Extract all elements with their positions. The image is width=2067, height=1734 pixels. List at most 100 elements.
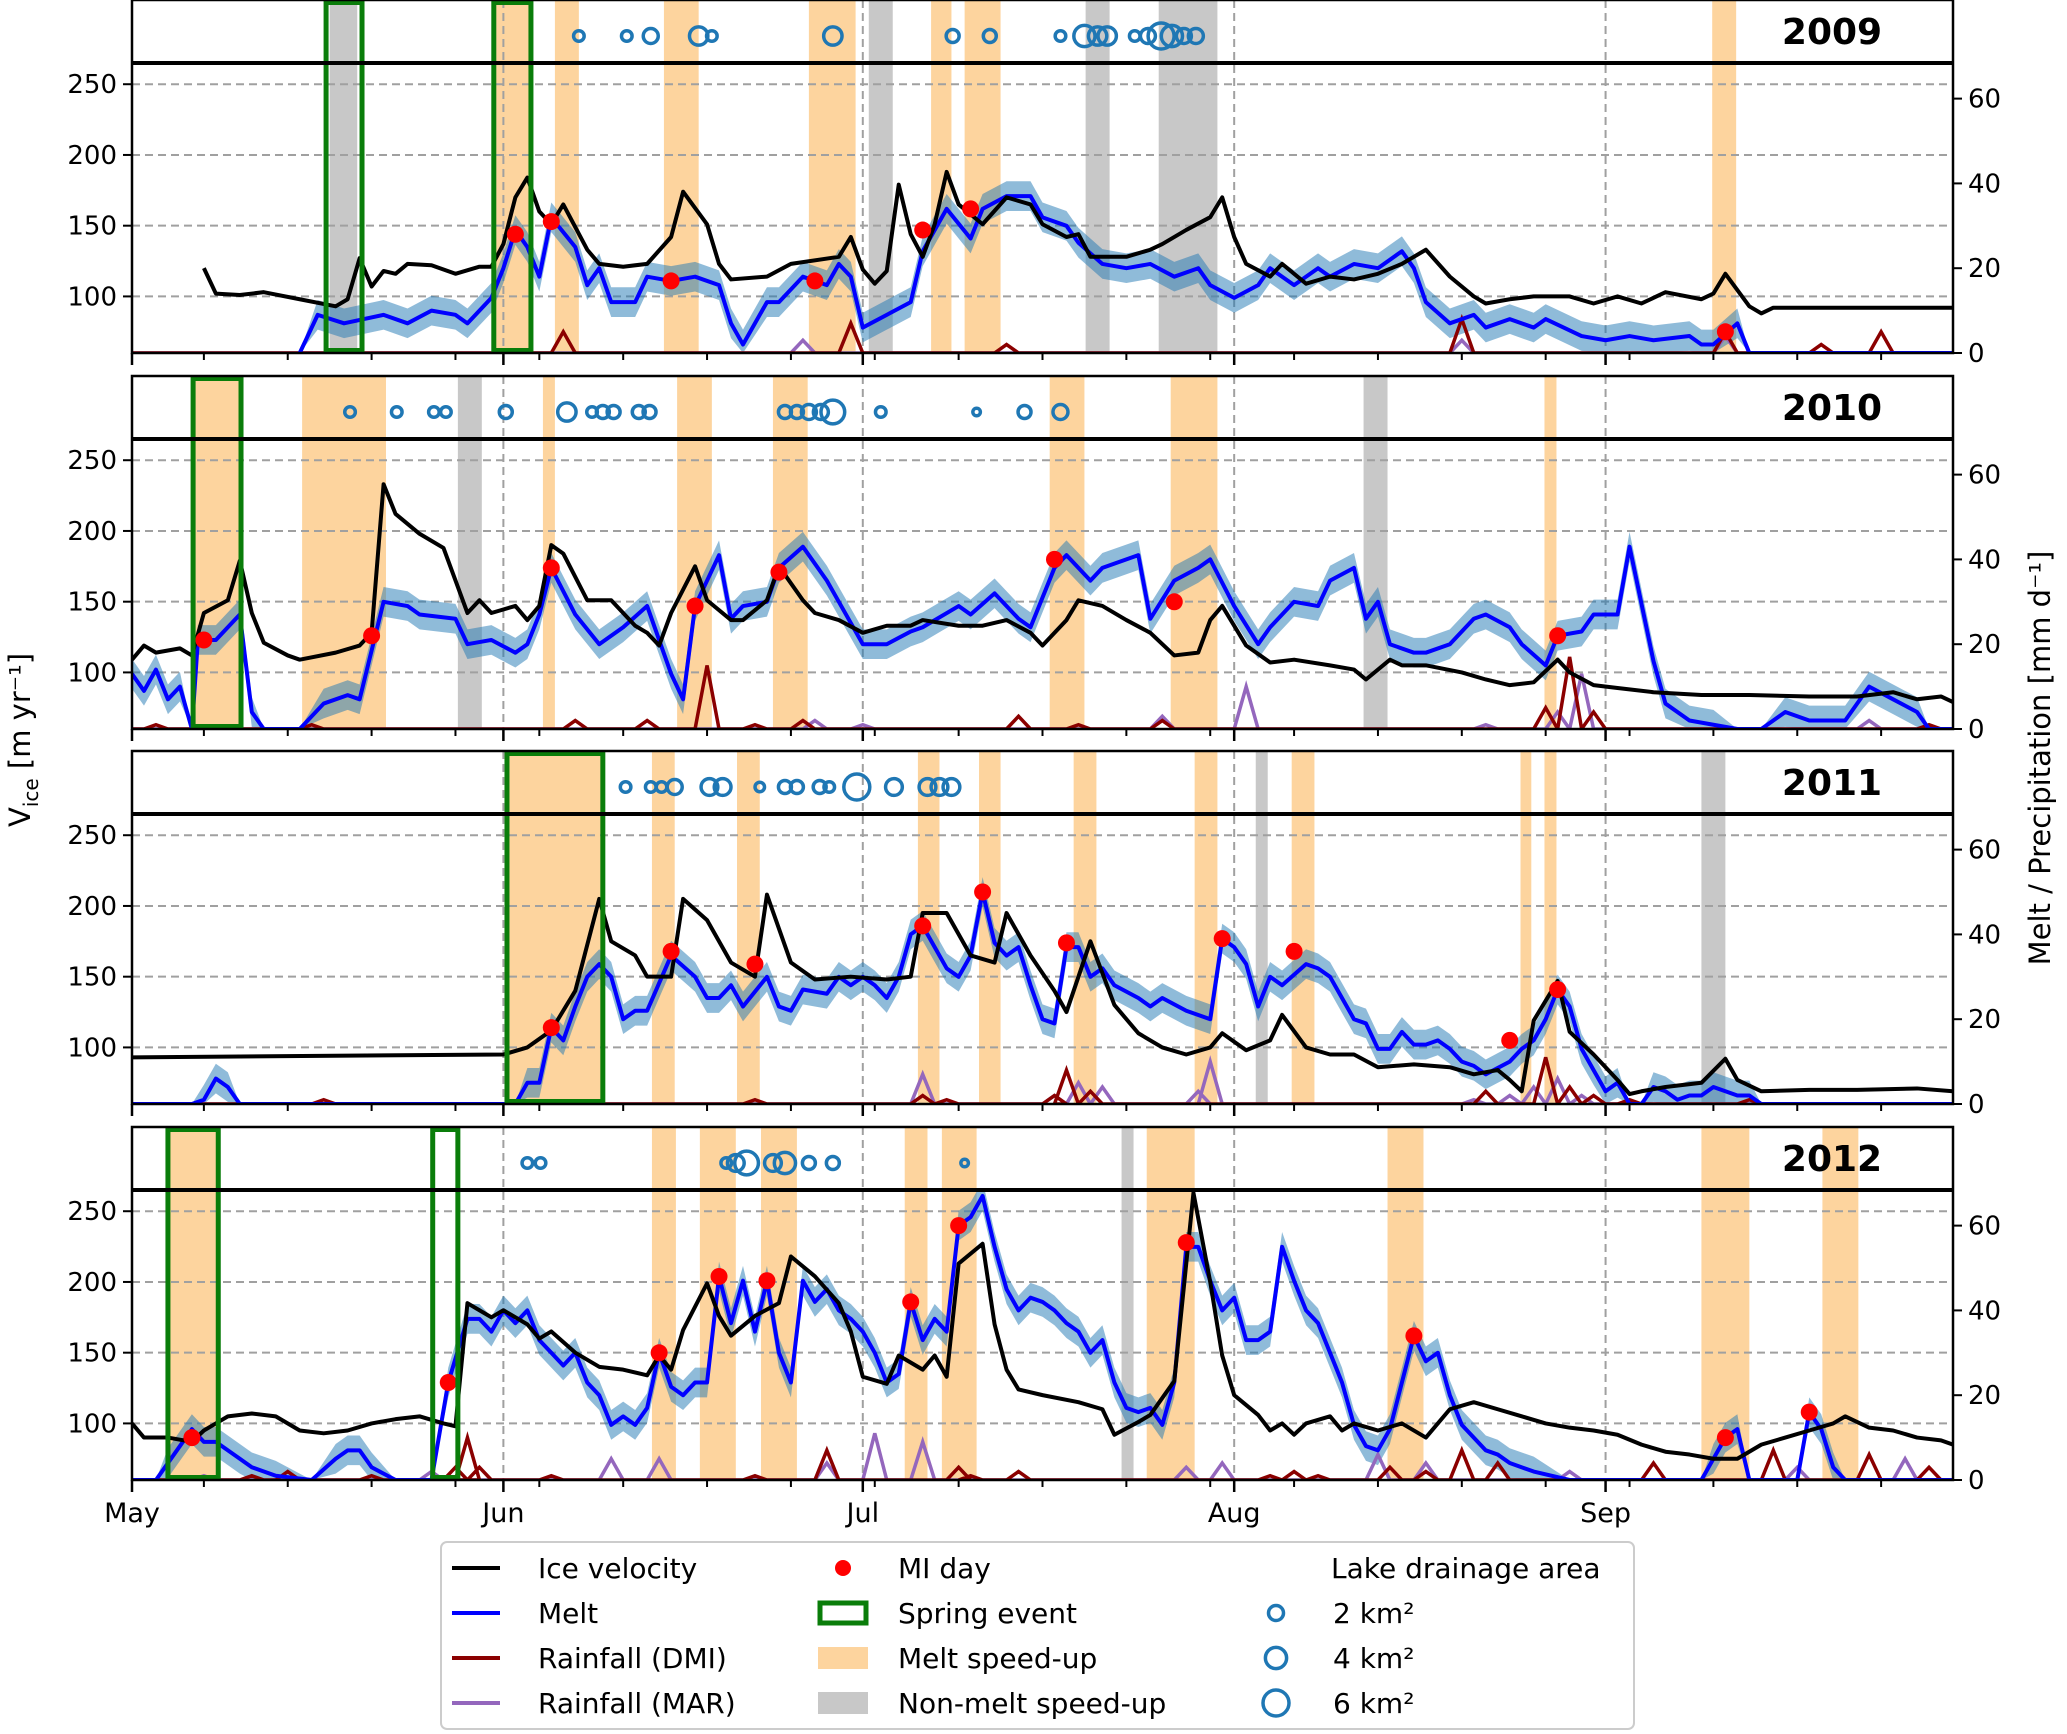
month-label-may: May (104, 1498, 160, 1529)
legend-spring-event: Spring event (898, 1597, 1077, 1630)
lake-drainage-marker (811, 778, 828, 796)
lake-drainage-marker (883, 776, 905, 798)
panels: 2009100150200250020406020101001502002500… (67, 0, 2001, 1496)
mi-day-point (1549, 981, 1567, 999)
mi-day-point (1285, 942, 1303, 960)
mi-day-point (1045, 550, 1063, 568)
left-tick-label: 200 (67, 141, 117, 171)
melt-line (132, 1193, 1953, 1480)
mi-day-point (650, 1344, 668, 1362)
legend-frame (440, 1541, 1635, 1730)
melt-speedup-band (1701, 1127, 1750, 1480)
legend-ice-velocity: Ice velocity (538, 1552, 697, 1585)
lake-drainage-marker (520, 1155, 535, 1171)
panel-frame (130, 374, 1955, 731)
lake-drainage-marker (555, 401, 578, 423)
nonmelt-speedup-band (1158, 0, 1218, 353)
right-tick-label: 0 (1968, 715, 1985, 745)
year-label: 2009 (1782, 12, 1882, 53)
spring-event-box (165, 1127, 221, 1480)
lake-drainage-marker (641, 26, 660, 46)
left-tick-label: 150 (67, 212, 117, 242)
rainfall-dmi-line (132, 656, 1953, 729)
nonmelt-speedup-band (1085, 0, 1110, 353)
lake-drainage-marker (594, 403, 612, 421)
ice-velocity-line (132, 482, 1953, 704)
month-label-sep: Sep (1580, 1498, 1631, 1529)
lake-drainage-marker (788, 778, 806, 796)
melt-speedup-band (493, 0, 531, 353)
left-tick-label: 100 (67, 658, 117, 688)
lake-drainage-marker (712, 776, 733, 798)
lake-drainage-marker (772, 1150, 798, 1176)
melt-speedup-band (1544, 751, 1557, 1104)
lake-drainage-marker (941, 776, 962, 798)
lake-drainage-marker (1138, 26, 1158, 46)
mi-day-point (962, 200, 980, 218)
legend-lake-4km: 4 km² (1333, 1642, 1414, 1675)
melt-uncertainty-band (132, 531, 1953, 729)
nonmelt-speedup-band (1255, 751, 1268, 1104)
left-tick-label: 150 (67, 963, 117, 993)
mi-day-point (195, 631, 213, 649)
mi-day-point (914, 917, 932, 935)
spring-event-box (504, 751, 606, 1104)
year-label: 2011 (1782, 763, 1882, 804)
lake-drainage-marker (342, 404, 358, 420)
mi-day-point (1057, 934, 1075, 952)
lake-drainage-marker (497, 403, 515, 421)
melt-line (132, 544, 1953, 729)
lake-drainage-marker (917, 776, 938, 798)
mi-day-point (806, 272, 824, 290)
mi-day-point (662, 942, 680, 960)
legend-lake-2km: 2 km² (1333, 1597, 1414, 1630)
lake-drainage-marker (605, 403, 622, 421)
mi-day-point (758, 1272, 776, 1290)
lake-drainage-marker (630, 403, 648, 421)
lake-drainage-marker (971, 406, 983, 418)
left-tick-label: 100 (67, 282, 117, 312)
lake-drainage-marker (981, 27, 999, 45)
lake-drainage-marker (1086, 25, 1109, 47)
lake-drainage-marker (732, 1149, 761, 1177)
mi-day-point (1800, 1403, 1818, 1421)
plot-area (132, 877, 1953, 1104)
melt-speedup-band (941, 1127, 977, 1480)
lake-drainage-marker (619, 28, 634, 44)
ice-velocity-line (132, 892, 1953, 1097)
legend-melt-speedup-swatch (818, 1647, 868, 1669)
mi-day-point (902, 1293, 920, 1311)
panel-frame (130, 0, 1955, 355)
right-tick-label: 60 (1968, 461, 2001, 491)
left-tick-label: 250 (67, 446, 117, 476)
legend-mi-day-swatch (835, 1560, 851, 1576)
mi-day-point (770, 563, 788, 581)
lake-drainage-marker (1159, 23, 1185, 49)
lake-drainage-marker (788, 403, 806, 421)
mi-day-point (914, 221, 932, 239)
plot-area (132, 169, 1953, 353)
lake-drainage-marker (762, 1152, 784, 1174)
mi-day-point (542, 1019, 560, 1037)
ice-velocity-line (202, 169, 1953, 316)
lake-drainage-marker (1127, 28, 1142, 44)
lake-drainage-marker (618, 779, 633, 795)
melt-speedup-band (1712, 0, 1737, 353)
right-tick-label: 0 (1968, 1090, 1985, 1120)
panel-frame (130, 749, 1955, 1106)
month-label-jun: Jun (480, 1498, 524, 1529)
lake-drainage-marker (426, 404, 441, 420)
legend-melt-speedup: Melt speed-up (898, 1642, 1097, 1675)
legend-lake-4km-icon (1263, 1645, 1289, 1671)
legend-lake-6km-icon (1261, 1688, 1291, 1718)
melt-speedup-band (737, 751, 760, 1104)
mi-day-point (506, 225, 524, 243)
legend-mi-day: MI day (898, 1552, 991, 1585)
ice-velocity-line (132, 1190, 1953, 1461)
lake-drainage-marker (811, 402, 831, 422)
left-tick-label: 150 (67, 1339, 117, 1369)
spring-event-box (323, 0, 365, 353)
mi-day-point (974, 883, 992, 901)
melt-uncertainty-band (132, 877, 1953, 1104)
